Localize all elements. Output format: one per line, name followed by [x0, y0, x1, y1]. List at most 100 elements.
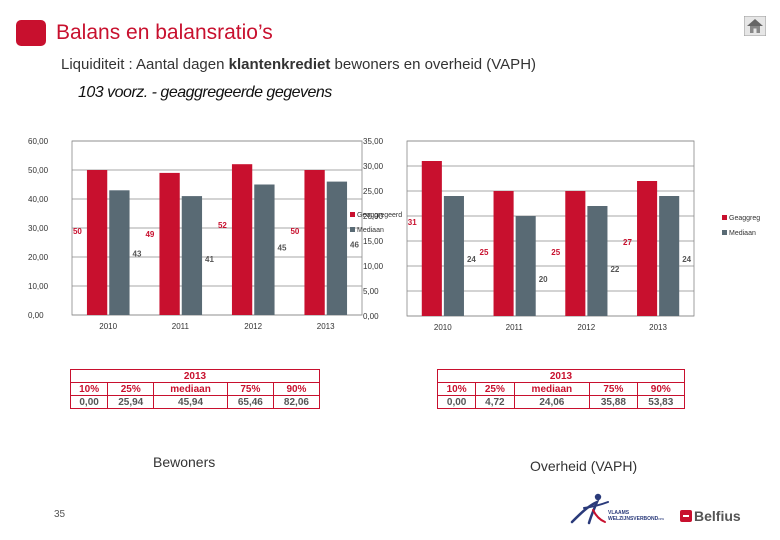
legend-swatch — [350, 212, 355, 217]
data-label: 50 — [73, 227, 82, 236]
table-cell: 45,94 — [153, 395, 228, 409]
bar — [231, 164, 253, 315]
bar — [493, 191, 514, 316]
table-header: 75% — [226, 382, 274, 396]
belfius-logo: Belfius — [680, 507, 741, 525]
data-label: 50 — [290, 227, 299, 236]
bar — [86, 170, 108, 315]
y-tick-label: 10,00 — [363, 262, 384, 271]
vv-line2: WELZIJNSVERBOND — [608, 516, 659, 522]
x-tick-label: 2013 — [649, 323, 667, 332]
table-header: 25% — [475, 382, 515, 396]
slide-subtitle: Liquiditeit : Aantal dagen klantenkredie… — [61, 56, 536, 73]
bar — [326, 181, 348, 315]
table-header: 75% — [589, 382, 638, 396]
vlaams-welzijnsverbond-logo: VLAAMS WELZIJNSVERBOND vzw — [570, 493, 665, 525]
page-title: Balans en balansratio’s — [56, 21, 273, 44]
x-tick-label: 2011 — [172, 322, 190, 331]
data-label: 46 — [350, 241, 359, 250]
y-tick-label: 30,00 — [363, 162, 384, 171]
data-label: 25 — [480, 248, 489, 257]
bar — [443, 196, 464, 316]
table-header: 10% — [69, 382, 109, 396]
subtitle-suffix: bewoners en overheid (VAPH) — [330, 56, 537, 73]
bar — [304, 170, 325, 315]
table-cell: 0,00 — [436, 395, 477, 409]
title-accent-bar — [16, 20, 46, 46]
vv-line1: VLAAMS — [608, 510, 630, 516]
table-cell: 0,00 — [69, 395, 109, 409]
vv-suffix: vzw — [658, 517, 665, 521]
table-cell: 24,06 — [513, 395, 591, 409]
x-tick-label: 2012 — [244, 322, 262, 331]
data-label: 24 — [682, 255, 691, 264]
table-header: 90% — [636, 382, 686, 396]
data-label: 20 — [539, 275, 548, 284]
table-cell: 4,72 — [475, 395, 515, 409]
table-cell: 65,46 — [226, 395, 274, 409]
y-tick-label: 30,00 — [28, 224, 49, 233]
stats-table-overheid: 2013 10% 25% mediaan 75% 90% 0,00 4,72 2… — [436, 369, 686, 409]
table-cell: 82,06 — [272, 395, 321, 409]
subtitle-prefix: Liquiditeit : Aantal dagen — [61, 56, 229, 73]
bar — [421, 161, 442, 316]
chart-bewoners: 0,00 10,00 20,00 30,00 40,00 50,00 60,00 50 43 20… — [28, 137, 402, 331]
table-year: 2013 — [437, 369, 685, 383]
bar — [637, 181, 658, 316]
legend-swatch — [722, 230, 727, 235]
y-tick-label: 60,00 — [28, 137, 49, 146]
section-title: 103 voorz. - geaggregeerde gegevens — [78, 84, 332, 101]
chart-legend: Geaggregeerd Mediaan — [350, 212, 402, 234]
bar — [181, 196, 203, 315]
legend-label: Geaggregeerd — [729, 215, 760, 222]
y-tick-label: 35,00 — [363, 137, 384, 146]
home-icon[interactable] — [744, 16, 766, 36]
data-label: 24 — [467, 255, 476, 264]
caption-overheid: Overheid (VAPH) — [530, 458, 638, 474]
y-tick-label: 0,00 — [28, 311, 44, 320]
legend-swatch — [722, 215, 727, 220]
bar — [659, 196, 680, 316]
bar — [515, 216, 536, 316]
y-tick-label: 50,00 — [28, 166, 49, 175]
table-header: 10% — [436, 382, 477, 396]
bar — [159, 172, 180, 315]
chart-legend: Geaggregeerd Mediaan — [722, 215, 760, 237]
legend-label: Mediaan — [729, 230, 756, 237]
belfius-name: Belfius — [694, 507, 741, 524]
table-cell: 35,88 — [589, 395, 638, 409]
data-label: 25 — [551, 248, 560, 257]
bar — [109, 190, 130, 315]
y-tick-label: 40,00 — [28, 195, 49, 204]
x-tick-label: 2013 — [317, 322, 335, 331]
bar — [565, 191, 586, 316]
table-year: 2013 — [70, 369, 320, 383]
x-tick-label: 2012 — [577, 323, 595, 332]
legend-label: Mediaan — [357, 227, 384, 234]
bar — [587, 206, 608, 316]
table-header: mediaan — [513, 382, 591, 396]
y-tick-label: 15,00 — [363, 237, 384, 246]
stats-table-bewoners: 2013 10% 25% mediaan 75% 90% 0,00 25,94 … — [69, 369, 321, 409]
subtitle-bold: klantenkrediet — [228, 56, 331, 73]
y-tick-label: 0,00 — [363, 312, 379, 321]
x-tick-label: 2010 — [434, 323, 452, 332]
table-header: mediaan — [153, 382, 228, 396]
y-tick-label: 5,00 — [363, 287, 379, 296]
data-label: 31 — [408, 218, 417, 227]
belfius-mark — [680, 509, 692, 522]
x-tick-label: 2010 — [99, 322, 117, 331]
table-cell: 25,94 — [107, 395, 155, 409]
legend-label: Geaggregeerd — [357, 212, 402, 219]
y-tick-label: 25,00 — [363, 187, 384, 196]
bar — [254, 184, 275, 315]
data-label: 41 — [205, 255, 214, 264]
x-tick-label: 2011 — [506, 323, 524, 332]
data-label: 43 — [133, 249, 142, 258]
data-label: 27 — [623, 238, 632, 247]
y-tick-label: 20,00 — [28, 253, 49, 262]
legend-swatch — [350, 227, 355, 232]
table-header: 90% — [272, 382, 321, 396]
data-label: 22 — [610, 265, 619, 274]
chart-overheid: 0,00 5,00 10,00 15,00 20,00 25,00 30,00 35,00 31… — [363, 137, 760, 332]
